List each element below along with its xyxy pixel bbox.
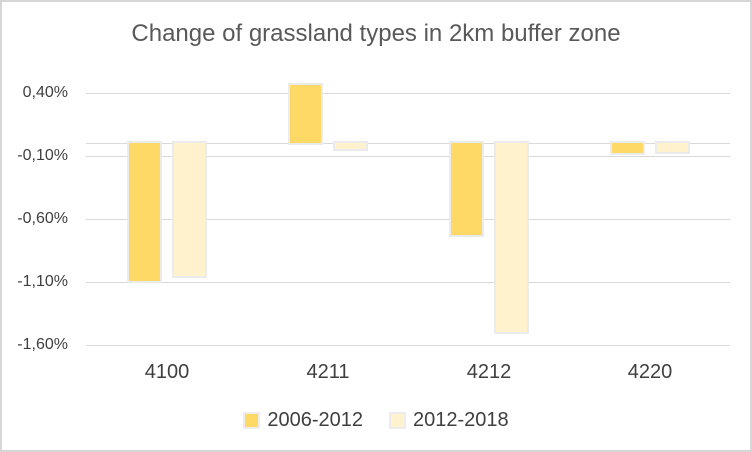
gridline	[86, 219, 730, 220]
bar-4220-2012-2018	[655, 141, 690, 154]
y-tick-label: -0,10%	[17, 147, 68, 164]
bar-4212-2012-2018	[494, 141, 529, 334]
bar-4211-2012-2018	[333, 141, 368, 151]
category-label-4211: 4211	[306, 361, 350, 383]
y-axis: 0,40% -0,10% -0,60% -1,10% -1,60%	[2, 2, 68, 450]
y-tick-label: -1,60%	[17, 336, 68, 353]
bar-4211-2006-2012	[288, 83, 323, 145]
zero-baseline	[86, 143, 730, 144]
gridline	[86, 156, 730, 157]
category-label-4100: 4100	[144, 361, 190, 383]
legend: 2006-2012 2012-2018	[2, 406, 750, 434]
bar-4100-2012-2018	[172, 141, 207, 278]
legend-swatch	[243, 411, 261, 429]
chart-title: Change of grassland types in 2km buffer …	[131, 20, 621, 47]
legend-item-2012-2018: 2012-2018	[389, 408, 509, 432]
gridline	[86, 282, 730, 283]
category-label-4220: 4220	[627, 361, 673, 383]
legend-swatch	[389, 411, 406, 429]
legend-item-2006-2012: 2006-2012	[243, 408, 363, 432]
legend-label: 2006-2012	[267, 409, 363, 431]
category-label-4212: 4212	[466, 361, 512, 383]
bar-4100-2006-2012	[127, 141, 162, 283]
y-tick-label: -0,60%	[17, 210, 68, 227]
bar-4212-2006-2012	[449, 141, 484, 237]
y-tick-label: -1,10%	[17, 273, 68, 290]
gridline	[86, 345, 730, 346]
y-tick-label: 0,40%	[22, 84, 68, 101]
legend-label: 2012-2018	[413, 409, 509, 431]
gridline	[86, 93, 730, 94]
bar-4220-2006-2012	[610, 141, 645, 155]
